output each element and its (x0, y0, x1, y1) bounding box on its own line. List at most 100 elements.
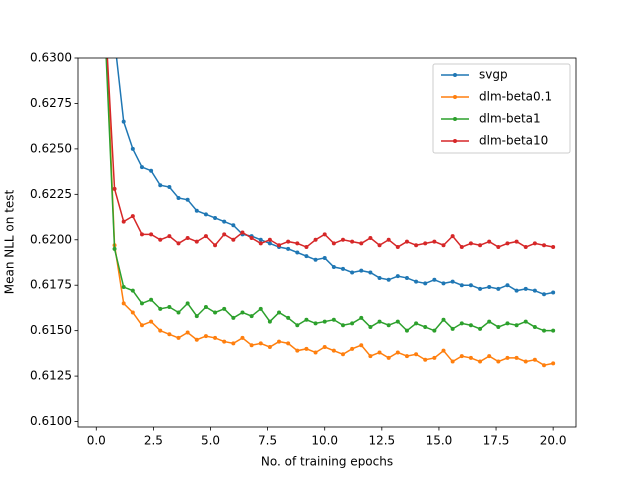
series-marker (386, 323, 391, 328)
series-marker (331, 348, 336, 353)
series-marker (322, 345, 327, 350)
series-marker (441, 281, 446, 286)
series-marker (149, 232, 154, 237)
series-marker (432, 355, 437, 360)
series-marker (176, 241, 181, 246)
series-marker (176, 335, 181, 340)
series-marker (139, 232, 144, 237)
series-marker (149, 168, 154, 173)
series-marker (395, 245, 400, 250)
series-marker (331, 265, 336, 270)
series-marker (404, 275, 409, 280)
series-marker (167, 332, 172, 337)
series-marker (514, 355, 519, 360)
series-marker (505, 355, 510, 360)
series-marker (121, 285, 126, 290)
series-marker (194, 337, 199, 342)
series-marker (331, 317, 336, 322)
x-tick-label: 12.5 (368, 434, 395, 448)
legend-marker (453, 139, 457, 143)
series-marker (203, 212, 208, 217)
y-tick-label: 0.6100 (30, 414, 72, 428)
series-marker (478, 243, 483, 248)
series-marker (523, 245, 528, 250)
series-marker (249, 343, 254, 348)
series-marker (295, 241, 300, 246)
series-marker (130, 146, 135, 151)
series-marker (404, 328, 409, 333)
series-marker (395, 274, 400, 279)
legend-label: svgp (479, 68, 508, 82)
series-marker (185, 330, 190, 335)
x-tick-label: 15.0 (426, 434, 453, 448)
series-marker (203, 234, 208, 239)
series-marker (487, 319, 492, 324)
series-marker (322, 232, 327, 237)
series-marker (432, 277, 437, 282)
series-marker (505, 283, 510, 288)
series-marker (304, 317, 309, 322)
series-marker (450, 326, 455, 331)
series-marker (167, 185, 172, 190)
series-marker (532, 241, 537, 246)
series-marker (532, 357, 537, 362)
series-marker (386, 355, 391, 360)
series-marker (386, 277, 391, 282)
series-marker (222, 232, 227, 237)
series-marker (295, 348, 300, 353)
series-marker (542, 328, 547, 333)
series-marker (158, 306, 163, 311)
series-marker (542, 363, 547, 368)
series-marker (350, 239, 355, 244)
series-marker (414, 279, 419, 284)
series-marker (304, 346, 309, 351)
series-marker (404, 354, 409, 359)
series-marker (414, 243, 419, 248)
series-marker (277, 243, 282, 248)
legend-box (432, 63, 571, 154)
series-marker (340, 266, 345, 271)
series-marker (551, 361, 556, 366)
series-marker (414, 352, 419, 357)
series-marker (423, 241, 428, 246)
series-marker (359, 241, 364, 246)
y-tick-label: 0.6150 (30, 323, 72, 337)
axes-frame (77, 57, 577, 428)
series-marker (203, 305, 208, 310)
series-marker (240, 230, 245, 235)
series-marker (222, 306, 227, 311)
series-marker (468, 323, 473, 328)
series-marker (441, 317, 446, 322)
series-marker (377, 243, 382, 248)
y-axis-label: Mean NLL on test (3, 189, 17, 294)
series-marker (359, 268, 364, 273)
series-marker (167, 305, 172, 310)
series-marker (496, 325, 501, 330)
series-marker (231, 315, 236, 320)
series-marker (185, 301, 190, 306)
series-marker (277, 310, 282, 315)
series-marker (532, 325, 537, 330)
series-marker (414, 321, 419, 326)
series-marker (112, 246, 117, 251)
series-marker (459, 283, 464, 288)
series-marker (258, 341, 263, 346)
series-marker (176, 310, 181, 315)
series-marker (322, 255, 327, 260)
series-marker (139, 301, 144, 306)
series-marker (340, 352, 345, 357)
series-marker (542, 292, 547, 297)
series-marker (468, 355, 473, 360)
series-marker (487, 354, 492, 359)
series-marker (213, 310, 218, 315)
series-marker (286, 239, 291, 244)
series-marker (249, 235, 254, 240)
series-marker (496, 359, 501, 364)
series-marker (468, 241, 473, 246)
series-marker (158, 237, 163, 242)
series-marker (213, 215, 218, 220)
series-marker (350, 321, 355, 326)
series-marker (121, 301, 126, 306)
series-marker (313, 257, 318, 262)
series-marker (176, 195, 181, 200)
